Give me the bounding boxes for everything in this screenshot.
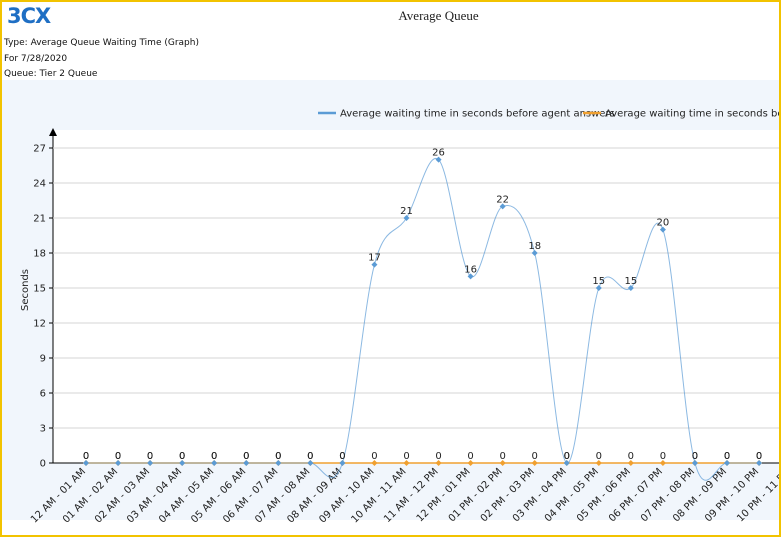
data-label: 0 — [756, 451, 762, 462]
data-label: 0 — [564, 451, 570, 462]
data-label: 16 — [464, 264, 477, 275]
y-axis-arrow — [49, 128, 57, 136]
data-label: 0 — [243, 451, 249, 462]
data-point — [659, 226, 666, 233]
data-point — [467, 273, 474, 280]
data-point — [499, 460, 506, 466]
data-label: 0 — [211, 451, 217, 462]
data-label: 0 — [467, 451, 473, 462]
data-point — [403, 215, 410, 221]
data-label: 0 — [628, 451, 634, 462]
y-axis-title: Seconds — [20, 269, 31, 311]
data-point — [531, 250, 538, 256]
data-label: 15 — [592, 276, 605, 287]
data-point — [83, 460, 89, 466]
data-point — [403, 460, 410, 466]
legend-label: Average waiting time in seconds before c — [605, 109, 779, 120]
plot-area — [53, 130, 779, 463]
data-label: 0 — [83, 451, 89, 462]
data-label: 0 — [692, 451, 698, 462]
data-point — [595, 285, 602, 291]
data-point — [691, 460, 698, 466]
data-label: 0 — [596, 451, 602, 462]
data-label: 0 — [147, 451, 153, 462]
data-label: 0 — [692, 451, 698, 462]
data-label: 18 — [528, 241, 541, 252]
data-label: 0 — [179, 451, 185, 462]
data-label: 21 — [400, 206, 413, 217]
data-label: 0 — [339, 451, 345, 462]
data-point — [179, 460, 186, 466]
y-tick-label: 21 — [33, 214, 46, 225]
data-label: 15 — [624, 276, 637, 287]
data-label: 0 — [179, 451, 185, 462]
data-label: 17 — [368, 253, 381, 264]
data-label: 0 — [403, 451, 409, 462]
y-tick-label: 0 — [40, 459, 46, 470]
data-label: 0 — [724, 451, 730, 462]
data-point — [435, 460, 442, 466]
data-label: 22 — [496, 194, 509, 205]
data-label: 0 — [660, 451, 666, 462]
page-title: Average Queue — [398, 8, 479, 23]
data-label: 0 — [371, 451, 377, 462]
data-label: 26 — [432, 148, 445, 159]
data-point — [371, 460, 378, 466]
info-line: For 7/28/2020 — [4, 54, 68, 64]
data-label: 0 — [115, 451, 121, 462]
data-point — [211, 460, 218, 466]
data-label: 0 — [532, 451, 538, 462]
y-tick-label: 24 — [33, 179, 46, 190]
logo: 3CX — [7, 4, 51, 28]
data-point — [467, 460, 474, 466]
y-tick-label: 27 — [33, 144, 46, 155]
data-point — [435, 156, 442, 163]
data-label: 0 — [435, 451, 441, 462]
data-point — [339, 460, 346, 466]
data-point — [627, 460, 634, 466]
data-label: 0 — [147, 451, 153, 462]
info-line: Queue: Tier 2 Queue — [4, 69, 98, 79]
data-label: 0 — [307, 451, 313, 462]
data-point — [499, 203, 506, 210]
data-label: 0 — [307, 451, 313, 462]
data-point — [756, 460, 763, 466]
data-point — [724, 460, 730, 466]
y-tick-label: 9 — [40, 354, 46, 365]
data-point — [115, 460, 122, 466]
data-point — [563, 460, 570, 466]
y-tick-label: 12 — [33, 319, 46, 330]
data-label: 0 — [756, 451, 762, 462]
series-line — [86, 157, 760, 481]
data-label: 0 — [724, 451, 730, 462]
data-point — [531, 460, 538, 466]
data-label: 0 — [275, 451, 281, 462]
data-point — [371, 261, 378, 268]
data-label: 0 — [275, 451, 281, 462]
data-point — [243, 460, 250, 466]
data-point — [595, 460, 602, 466]
data-point — [627, 285, 634, 291]
data-label: 20 — [657, 218, 670, 229]
data-point — [307, 460, 314, 466]
data-label: 0 — [115, 451, 121, 462]
data-point — [659, 460, 666, 466]
y-tick-label: 6 — [40, 389, 46, 400]
y-tick-label: 3 — [40, 424, 46, 435]
data-label: 0 — [211, 451, 217, 462]
data-label: 0 — [243, 451, 249, 462]
y-tick-label: 18 — [33, 249, 46, 260]
legend-label: Average waiting time in seconds before a… — [340, 109, 615, 120]
data-label: 0 — [339, 451, 345, 462]
data-label: 0 — [564, 451, 570, 462]
info-line: Type: Average Queue Waiting Time (Graph) — [4, 38, 199, 48]
data-point — [275, 460, 282, 466]
data-label: 0 — [499, 451, 505, 462]
data-label: 0 — [83, 451, 89, 462]
data-point — [147, 460, 154, 466]
y-tick-label: 15 — [33, 284, 46, 295]
